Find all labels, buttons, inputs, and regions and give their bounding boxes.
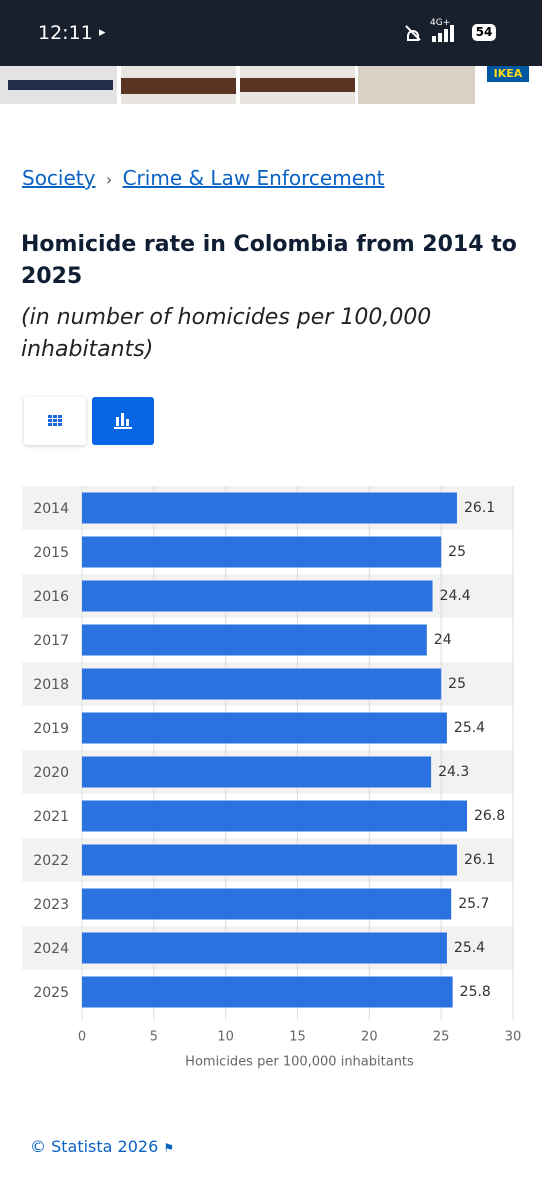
breadcrumb-link[interactable]: Society	[22, 166, 96, 190]
chart-icon	[114, 413, 132, 429]
x-tick-label: 0	[78, 1030, 86, 1045]
value-label: 25	[448, 676, 466, 692]
x-tick-label: 15	[289, 1030, 306, 1045]
time: 12:11	[38, 22, 93, 44]
table-icon	[48, 415, 62, 426]
cast-icon: ▸	[99, 25, 106, 40]
ad-image	[121, 66, 236, 104]
ad-banner[interactable]: IKEA	[0, 66, 542, 106]
value-label: 24.3	[438, 764, 469, 780]
bar	[82, 932, 447, 964]
bar	[82, 668, 442, 700]
y-tick-label: 2022	[33, 853, 69, 869]
chart-view-button[interactable]	[92, 397, 154, 445]
battery: 54	[472, 24, 496, 41]
y-tick-label: 2025	[33, 985, 69, 1001]
value-label: 24.4	[440, 588, 471, 604]
x-tick-label: 10	[217, 1030, 234, 1045]
bar	[82, 624, 427, 656]
bar	[82, 712, 447, 744]
value-label: 25.4	[454, 940, 485, 956]
network: 4G+	[430, 18, 451, 28]
bar	[82, 580, 433, 612]
value-label: 26.8	[474, 808, 505, 824]
y-tick-label: 2016	[33, 589, 69, 605]
bar	[82, 756, 432, 788]
y-tick-label: 2019	[33, 721, 69, 737]
bar	[82, 844, 457, 876]
value-label: 26.1	[464, 852, 495, 868]
breadcrumb-link[interactable]: Crime & Law Enforcement	[122, 166, 385, 190]
y-tick-label: 2024	[33, 941, 69, 957]
copyright: © Statista 2026	[30, 1137, 159, 1156]
value-label: 25.4	[454, 720, 485, 736]
ad-logo: IKEA	[487, 66, 529, 82]
y-tick-label: 2015	[33, 545, 69, 561]
bar	[82, 800, 468, 832]
x-tick-label: 20	[361, 1030, 378, 1045]
x-tick-label: 5	[150, 1030, 158, 1045]
value-label: 25.8	[460, 984, 491, 1000]
status-bar: 12:11 ▸ 4G+ 54	[0, 0, 542, 66]
bar	[82, 976, 453, 1008]
flag-icon: ⚑	[163, 1141, 175, 1155]
bar	[82, 888, 452, 920]
value-label: 24	[434, 632, 452, 648]
ad-image	[358, 66, 475, 104]
breadcrumb: Society › Crime & Law Enforcement	[22, 166, 385, 190]
x-axis-label: Homicides per 100,000 inhabitants	[185, 1055, 414, 1070]
value-label: 26.1	[464, 500, 495, 516]
chart-title: Homicide rate in Colombia from 2014 to 2…	[21, 232, 517, 289]
chart-subtitle: (in number of homicides per 100,000 inha…	[21, 305, 432, 362]
y-tick-label: 2014	[33, 501, 69, 517]
ad-image	[240, 66, 355, 104]
footer[interactable]: © Statista 2026 ⚑	[30, 1137, 174, 1156]
separator: ›	[105, 170, 113, 189]
value-label: 25.7	[458, 896, 489, 912]
bar	[82, 536, 442, 568]
y-tick-label: 2020	[33, 765, 69, 781]
bar	[82, 492, 457, 524]
x-tick-label: 25	[433, 1030, 450, 1045]
y-tick-label: 2017	[33, 633, 69, 649]
signal-icons	[405, 25, 454, 42]
ad-image	[0, 66, 117, 104]
value-label: 25	[448, 544, 466, 560]
y-tick-label: 2018	[33, 677, 69, 693]
y-tick-label: 2023	[33, 897, 69, 913]
x-tick-label: 30	[505, 1030, 522, 1045]
table-view-button[interactable]	[24, 397, 86, 445]
y-tick-label: 2021	[33, 809, 69, 825]
